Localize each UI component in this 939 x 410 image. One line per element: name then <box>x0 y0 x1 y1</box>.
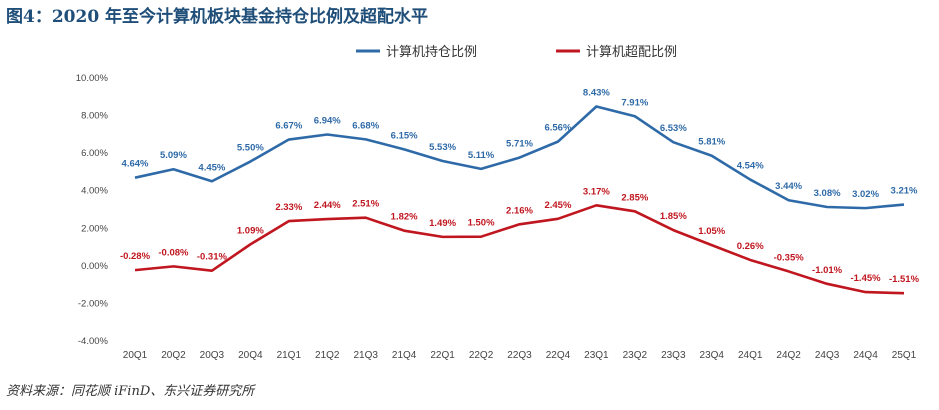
x-tick-label: 20Q3 <box>200 350 225 361</box>
x-tick-label: 24Q1 <box>738 350 763 361</box>
data-label: 3.17% <box>583 186 610 197</box>
y-tick-label: 2.00% <box>81 223 108 234</box>
data-label: 4.64% <box>122 159 149 170</box>
data-label: -1.45% <box>850 273 881 284</box>
data-label: 4.45% <box>198 162 225 173</box>
data-label: 3.02% <box>852 189 879 200</box>
x-tick-label: 20Q2 <box>161 350 186 361</box>
series-line <box>134 105 905 210</box>
y-tick-label: 10.00% <box>76 73 109 84</box>
x-tick-label: 21Q3 <box>353 350 378 361</box>
data-label: 1.49% <box>429 218 456 229</box>
data-label: -0.08% <box>158 247 189 258</box>
data-label: 0.26% <box>737 241 764 252</box>
line-chart: 计算机持仓比例 计算机超配比例 -4.00% -2.00% 0.00% 2.00% 4.0… <box>76 44 920 361</box>
x-tick-label: 22Q3 <box>507 350 532 361</box>
data-label: 6.15% <box>391 130 418 141</box>
x-tick-label: 23Q1 <box>584 350 609 361</box>
data-label: 4.54% <box>737 161 764 172</box>
series-layer: 4.64% 5.09% 4.45% 5.50% 6.67% 6.94% 6.68% 6.15%… <box>120 87 920 295</box>
data-label: 6.68% <box>352 120 379 131</box>
data-label: 3.44% <box>775 181 802 192</box>
y-tick-label: 8.00% <box>81 111 108 122</box>
data-label: 5.11% <box>468 150 495 161</box>
data-label: 3.21% <box>891 186 918 197</box>
data-label: 2.44% <box>314 200 341 211</box>
data-label: 5.81% <box>698 137 725 148</box>
x-tick-label: 22Q4 <box>546 350 571 361</box>
data-label: -1.51% <box>889 274 920 285</box>
data-label: 2.51% <box>352 199 379 210</box>
data-label: 5.50% <box>237 143 264 154</box>
data-label: 1.85% <box>660 211 687 222</box>
data-label: 6.94% <box>314 115 341 126</box>
x-tick-label: 21Q4 <box>392 350 417 361</box>
y-tick-label: -2.00% <box>78 298 109 309</box>
figure-title: 图4：2020 年至今计算机板块基金持仓比例及超配水平 <box>6 7 429 27</box>
data-label: 5.53% <box>429 142 456 153</box>
data-label: 2.45% <box>544 200 571 211</box>
y-tick-label: 0.00% <box>81 261 108 272</box>
data-label: -1.01% <box>812 265 843 276</box>
data-label: 1.05% <box>698 226 725 237</box>
data-label: -0.28% <box>120 251 151 262</box>
source-note: 资料来源：同花顺 iFinD、东兴证券研究所 <box>6 384 255 399</box>
x-tick-label: 23Q2 <box>623 350 648 361</box>
x-tick-label: 21Q1 <box>277 350 302 361</box>
x-tick-label: 23Q4 <box>700 350 725 361</box>
data-label: 5.09% <box>160 150 187 161</box>
data-label: -0.35% <box>774 252 805 263</box>
x-tick-label: 23Q3 <box>661 350 686 361</box>
x-tick-label: 21Q2 <box>315 350 340 361</box>
data-label: 2.16% <box>506 205 533 216</box>
data-label: 1.82% <box>391 212 418 223</box>
legend: 计算机持仓比例 计算机超配比例 <box>356 44 677 59</box>
data-label: 2.33% <box>275 202 302 213</box>
data-label: 5.71% <box>506 139 533 150</box>
x-tick-label: 24Q4 <box>853 350 878 361</box>
legend-label: 计算机超配比例 <box>586 44 677 59</box>
x-tick-label: 22Q1 <box>430 350 455 361</box>
data-label: 6.56% <box>544 123 571 134</box>
legend-label: 计算机持仓比例 <box>386 44 477 59</box>
series-line <box>134 204 905 295</box>
y-tick-label: -4.00% <box>78 336 109 347</box>
data-label: 1.09% <box>237 225 264 236</box>
data-label: -0.31% <box>197 252 228 263</box>
data-label: 6.67% <box>275 121 302 132</box>
x-tick-label: 24Q3 <box>815 350 840 361</box>
y-axis: -4.00% -2.00% 0.00% 2.00% 4.00% 6.00% 8.00% 10.… <box>76 73 109 347</box>
data-label: 1.50% <box>468 218 495 229</box>
x-tick-label: 20Q4 <box>238 350 263 361</box>
data-label: 8.43% <box>583 87 610 98</box>
x-axis: 20Q1 20Q2 20Q3 20Q4 21Q1 21Q2 21Q3 21Q4 22Q1 22Q2… <box>123 350 917 361</box>
x-tick-label: 25Q1 <box>892 350 917 361</box>
chart-container: 计算机持仓比例 计算机超配比例 -4.00% -2.00% 0.00% 2.00% 4.0… <box>0 28 939 372</box>
x-tick-label: 22Q2 <box>469 350 494 361</box>
data-label: 3.08% <box>814 188 841 199</box>
y-tick-label: 6.00% <box>81 148 108 159</box>
y-tick-label: 4.00% <box>81 186 108 197</box>
x-tick-label: 20Q1 <box>123 350 148 361</box>
x-tick-label: 24Q2 <box>776 350 801 361</box>
data-label: 7.91% <box>621 97 648 108</box>
data-label: 2.85% <box>621 192 648 203</box>
data-label: 6.53% <box>660 123 687 134</box>
